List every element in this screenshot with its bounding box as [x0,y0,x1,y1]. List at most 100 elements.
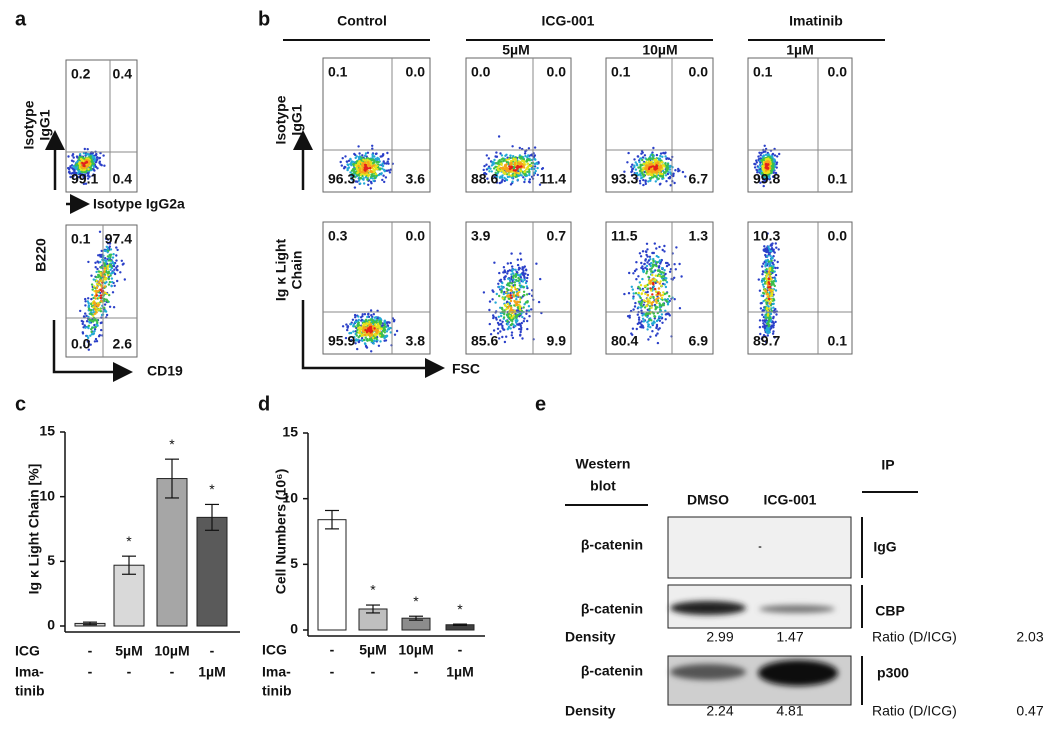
event-dot [767,260,771,263]
event-dot [766,314,769,317]
event-dot [519,276,523,279]
event-dot [766,306,769,310]
event-dot [121,263,125,266]
event-dot [89,318,92,322]
event-dot [776,260,779,264]
event-dot [492,314,495,317]
event-dot [648,268,651,271]
event-dot [94,325,97,329]
event-dot [646,290,649,294]
event-dot [344,166,347,169]
event-dot [94,297,97,300]
event-dot [518,322,521,325]
panel-letter: b [258,8,270,30]
event-dot [776,155,779,158]
event-dot [517,268,520,271]
event-dot [108,242,112,245]
event-dot [623,292,626,296]
event-dot [759,167,762,171]
significance-mark: * [370,582,376,598]
event-dot [104,257,107,260]
event-dot [72,175,75,178]
event-dot [660,267,664,270]
event-dot [357,165,360,168]
event-dot [123,278,127,281]
event-dot [482,168,485,172]
event-dot [360,336,364,340]
event-dot [505,308,508,311]
event-dot [650,306,653,309]
event-dot [485,154,488,157]
event-dot [647,275,650,279]
event-dot [507,277,510,280]
event-dot [104,249,107,253]
event-dot [112,306,116,309]
event-dot [509,169,512,172]
event-dot [353,175,356,178]
event-dot [112,264,116,268]
event-dot [772,324,775,327]
event-dot [349,322,353,326]
event-dot [499,330,502,333]
event-dot [522,285,525,289]
category-label: - [371,664,376,680]
event-dot [369,309,373,312]
panel-letter: d [258,393,270,415]
event-dot [645,272,648,275]
event-dot [84,304,87,307]
event-dot [672,172,675,175]
event-dot [496,327,500,330]
event-dot [346,168,349,172]
event-dot [378,334,381,337]
event-dot [374,334,377,337]
y-axis-label: Ig κ Light [273,239,289,302]
event-dot [630,285,633,288]
event-dot [91,293,94,297]
category-label: - [170,664,175,680]
ratio-label: Ratio (D/ICG) [872,703,957,719]
event-dot [107,283,111,286]
event-dot [366,330,369,333]
event-dot [657,177,660,180]
event-dot [761,336,764,339]
event-dot [525,312,528,315]
event-dot [771,156,774,159]
event-dot [516,178,519,181]
category-label: 5µM [359,642,387,658]
event-dot [522,320,525,323]
blot-band [670,664,746,680]
event-dot [365,168,368,171]
event-dot [647,323,650,326]
event-dot [536,173,539,177]
event-dot [93,304,97,308]
error-bar [409,615,423,621]
event-dot [378,316,381,320]
event-dot [355,331,359,334]
event-dot [356,347,359,351]
event-dot [355,334,358,337]
event-dot [84,170,88,174]
event-dot [635,171,639,175]
event-dot [769,254,772,258]
column-header: IP [881,457,894,473]
event-dot [87,324,91,327]
event-dot [87,326,90,330]
event-dot [506,270,510,273]
event-dot [766,334,769,337]
event-dot [767,270,771,273]
quadrant-value: 88.6 [471,171,498,187]
event-dot [767,286,770,289]
y-tick-label: 0 [290,621,298,637]
event-dot [623,170,626,173]
event-dot [651,293,654,296]
event-dot [489,167,492,170]
event-dot [649,177,652,180]
event-dot [652,260,655,263]
event-dot [510,273,513,276]
event-dot [498,271,501,275]
event-dot [505,291,508,294]
event-dot [376,309,379,312]
event-dot [649,258,652,261]
event-dot [95,304,99,307]
